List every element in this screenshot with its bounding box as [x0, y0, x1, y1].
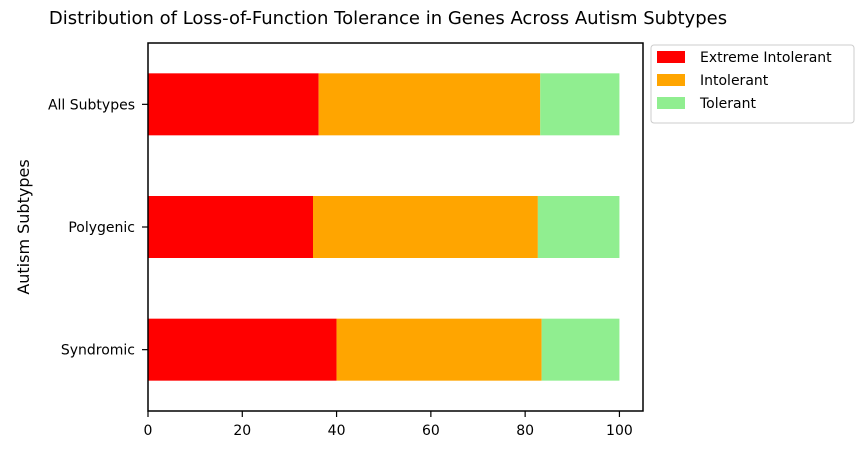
y-tick-label: All Subtypes	[48, 97, 135, 113]
bar-all-subtypes-extreme-intolerant	[148, 73, 319, 136]
x-ticks: 0 20 40 60 80 100	[144, 411, 633, 439]
legend: Extreme Intolerant Intolerant Tolerant	[650, 44, 855, 124]
y-tick-label: Syndromic	[61, 343, 135, 359]
y-tick-label: Polygenic	[68, 220, 135, 236]
bar-all-subtypes-tolerant	[540, 73, 620, 136]
x-tick-label: 100	[606, 423, 633, 439]
y-axis-label: Autism Subtypes	[14, 159, 33, 294]
chart-title: Distribution of Loss-of-Function Toleran…	[49, 8, 727, 29]
legend-swatch-tolerant	[657, 97, 685, 109]
x-tick-label: 60	[422, 423, 440, 439]
bar-syndromic-tolerant	[541, 318, 620, 381]
x-tick-label: 20	[233, 423, 251, 439]
legend-label-intolerant: Intolerant	[700, 73, 769, 89]
x-tick-label: 80	[516, 423, 534, 439]
bar-polygenic-tolerant	[537, 196, 620, 258]
plot-frame	[147, 42, 644, 412]
legend-swatch-extreme-intolerant	[657, 51, 685, 63]
legend-frame	[650, 44, 855, 124]
legend-swatch-intolerant	[657, 74, 685, 86]
legend-label-extreme-intolerant: Extreme Intolerant	[700, 50, 832, 66]
legend-label-tolerant: Tolerant	[699, 96, 756, 112]
bar-polygenic-intolerant	[313, 196, 538, 258]
bar-syndromic-intolerant	[336, 318, 542, 381]
bars-group	[148, 73, 620, 381]
bar-syndromic-extreme-intolerant	[148, 318, 337, 381]
bar-all-subtypes-intolerant	[318, 73, 541, 136]
y-ticks: Syndromic Polygenic All Subtypes	[48, 97, 148, 359]
x-tick-label: 40	[328, 423, 346, 439]
x-tick-label: 0	[144, 423, 153, 439]
bar-polygenic-extreme-intolerant	[148, 196, 313, 258]
